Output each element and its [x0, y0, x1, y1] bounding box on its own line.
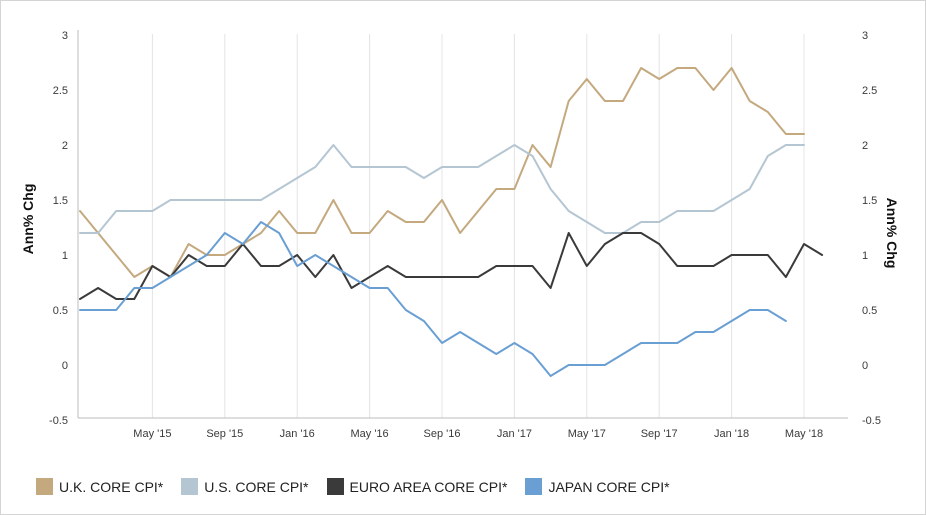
x-tick-label: Jan '16: [280, 428, 315, 440]
x-tick-label: May '15: [133, 428, 171, 440]
y-tick-label-right: 0: [862, 360, 868, 372]
x-tick-label: Sep '15: [206, 428, 243, 440]
x-tick-label: Sep '17: [641, 428, 678, 440]
y-tick-label-right: 1.5: [862, 195, 877, 207]
legend-item: EURO AREA CORE CPI*: [326, 478, 508, 495]
series-line-japan-core-cpi: [79, 221, 787, 377]
y-tick-label-right: -0.5: [862, 415, 881, 427]
vertical-gridlines: [151, 34, 805, 418]
y-tick-label-left: 0.5: [53, 305, 68, 317]
legend-item: JAPAN CORE CPI*: [525, 478, 670, 495]
y-axis-right-ticks: -0.5 0 0.5 1 1.5 2 2.5 3: [862, 30, 881, 427]
legend-item: U.K. CORE CPI*: [36, 478, 163, 495]
y-tick-label-left: 2.5: [53, 85, 68, 97]
y-axis-left-title: Ann% Chg: [20, 184, 36, 255]
chart-legend: U.K. CORE CPI* U.S. CORE CPI* EURO AREA CO…: [36, 478, 670, 495]
series-line-u-k-core-cpi: [79, 67, 805, 278]
y-axis-left-ticks: -0.5 0 0.5 1 1.5 2 2.5 3: [49, 30, 68, 427]
legend-swatch: [525, 478, 543, 495]
x-tick-label: May '16: [351, 428, 389, 440]
y-tick-label-left: 3: [62, 30, 68, 42]
x-tick-label: May '17: [568, 428, 606, 440]
x-tick-label: Jan '18: [714, 428, 749, 440]
x-tick-label: May '18: [785, 428, 823, 440]
y-tick-label-left: 1: [62, 250, 68, 262]
legend-label: U.S. CORE CPI*: [204, 478, 309, 495]
legend-label: U.K. CORE CPI*: [59, 478, 164, 495]
y-tick-label-right: 3: [862, 30, 868, 42]
y-tick-label-right: 0.5: [862, 305, 877, 317]
y-tick-label-right: 2: [862, 140, 868, 152]
x-axis-ticks: May '15 Sep '15 Jan '16 May '16 Sep '16 Jan '…: [133, 428, 823, 440]
x-tick-label: Sep '16: [424, 428, 461, 440]
legend-swatch: [181, 478, 199, 495]
y-tick-label-right: 2.5: [862, 85, 877, 97]
x-tick-label: Jan '17: [497, 428, 532, 440]
y-tick-label-left: 2: [62, 140, 68, 152]
y-tick-label-left: 0: [62, 360, 68, 372]
y-tick-label-left: 1.5: [53, 195, 68, 207]
series-line-u-s-core-cpi: [79, 144, 805, 234]
series-line-euro-area-core-cpi: [79, 232, 824, 300]
legend-swatch: [326, 478, 344, 495]
legend-swatch: [36, 478, 53, 495]
y-axis-right-title: Ann% Chg: [884, 198, 900, 269]
series-lines: [79, 67, 824, 377]
legend-label: JAPAN CORE CPI*: [548, 478, 670, 495]
legend-item: U.S. CORE CPI*: [181, 478, 309, 495]
y-tick-label-left: -0.5: [49, 415, 68, 427]
legend-label: EURO AREA CORE CPI*: [349, 478, 508, 495]
y-tick-label-right: 1: [862, 250, 868, 262]
